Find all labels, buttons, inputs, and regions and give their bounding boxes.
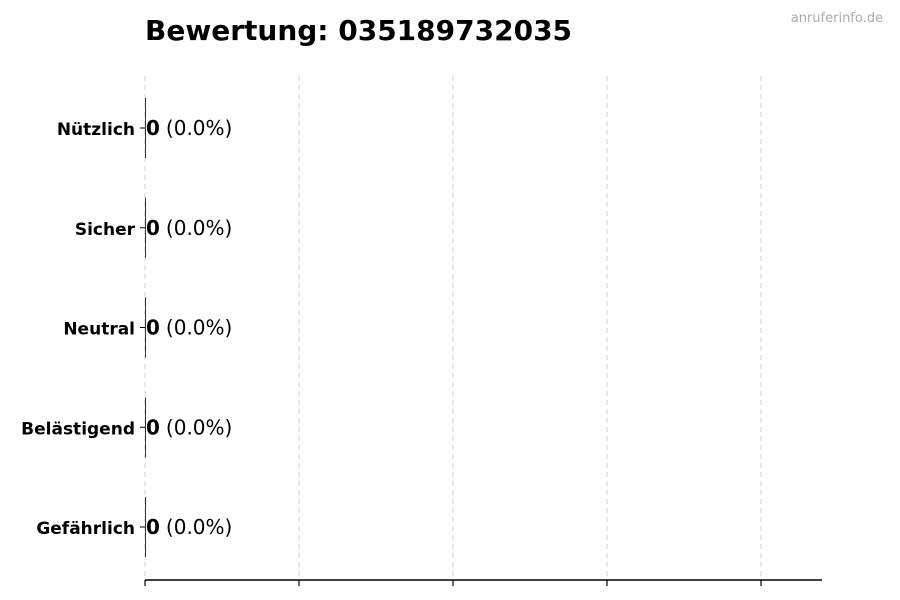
count-value: 0 (146, 316, 160, 340)
data-label: 0 (0.0%) (146, 415, 232, 439)
count-value: 0 (146, 216, 160, 240)
count-value: 0 (146, 515, 160, 539)
chart-title: Bewertung: 035189732035 (145, 14, 572, 47)
count-value: 0 (146, 415, 160, 439)
bar (145, 197, 146, 258)
percent-value: (0.0%) (166, 515, 232, 539)
bar (145, 497, 146, 557)
bar (145, 297, 146, 358)
watermark: anruferinfo.de (791, 11, 883, 26)
bar (145, 98, 146, 158)
category-label: Belästigend (21, 419, 135, 439)
percent-value: (0.0%) (166, 316, 232, 340)
data-label: 0 (0.0%) (146, 116, 232, 140)
bar (145, 397, 146, 458)
category-label: Neutral (63, 320, 135, 340)
percent-value: (0.0%) (166, 216, 232, 240)
percent-value: (0.0%) (166, 116, 232, 140)
percent-value: (0.0%) (166, 415, 232, 439)
data-label: 0 (0.0%) (146, 316, 232, 340)
category-label: Nützlich (57, 120, 135, 140)
data-label: 0 (0.0%) (146, 216, 232, 240)
count-value: 0 (146, 116, 160, 140)
data-label: 0 (0.0%) (146, 515, 232, 539)
category-label: Sicher (75, 220, 136, 240)
category-label: Gefährlich (36, 519, 135, 539)
